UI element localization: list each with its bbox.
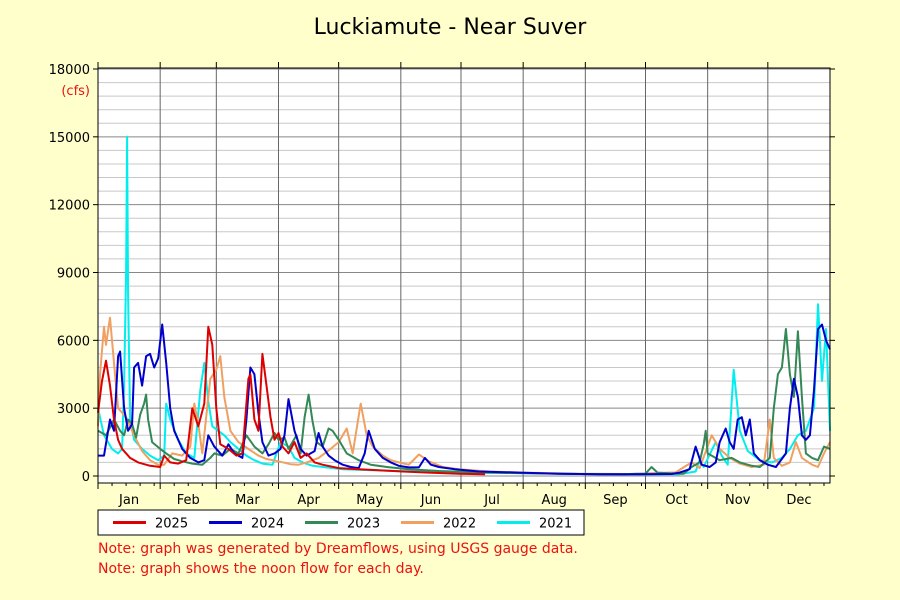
grid <box>98 68 830 483</box>
series-line-2022 <box>97 316 831 475</box>
chart-title: Luckiamute - Near Suver <box>314 15 588 40</box>
y-tick-label: 15000 <box>49 131 90 146</box>
legend-items: 2025 2024 2023 2022 2021 <box>113 517 572 532</box>
y-tick-label: 6000 <box>57 334 90 349</box>
month-label: Oct <box>665 493 687 508</box>
series-line-2025 <box>97 325 486 476</box>
note-source: Note: graph was generated by Dreamflows,… <box>98 541 578 557</box>
y-tick-label: 9000 <box>57 267 90 282</box>
month-label: Sep <box>603 493 628 508</box>
month-label: Jun <box>420 493 441 508</box>
legend-label-2021: 2021 <box>539 517 572 532</box>
series-layer <box>97 135 831 476</box>
month-label: Aug <box>542 493 567 508</box>
y-tick-label: 0 <box>82 470 90 485</box>
month-label: May <box>356 493 383 508</box>
month-label: Apr <box>297 493 320 508</box>
y-tick-label: 12000 <box>49 199 90 214</box>
legend-label-2022: 2022 <box>443 517 476 532</box>
legend-label-2024: 2024 <box>251 517 284 532</box>
y-tick-label: 18000 <box>49 63 90 78</box>
plot-frame <box>97 67 831 484</box>
month-label: Jul <box>483 493 500 508</box>
month-label: Jan <box>118 493 139 508</box>
y-tick-label: 3000 <box>57 402 90 417</box>
legend-label-2023: 2023 <box>347 517 380 532</box>
plot-area <box>98 68 830 483</box>
note-noon-flow: Note: graph shows the noon flow for each… <box>98 561 424 577</box>
month-label: Mar <box>235 493 260 508</box>
month-label: Feb <box>177 493 200 508</box>
series-line-2024 <box>98 323 831 476</box>
month-label: Dec <box>786 493 811 508</box>
y-unit-label: (cfs) <box>61 84 90 99</box>
axes: 0 3000 6000 9000 12000 15000 18000 Jan Feb Mar Apr… <box>49 62 835 508</box>
legend-label-2025: 2025 <box>155 517 188 532</box>
month-label: Nov <box>725 493 751 508</box>
